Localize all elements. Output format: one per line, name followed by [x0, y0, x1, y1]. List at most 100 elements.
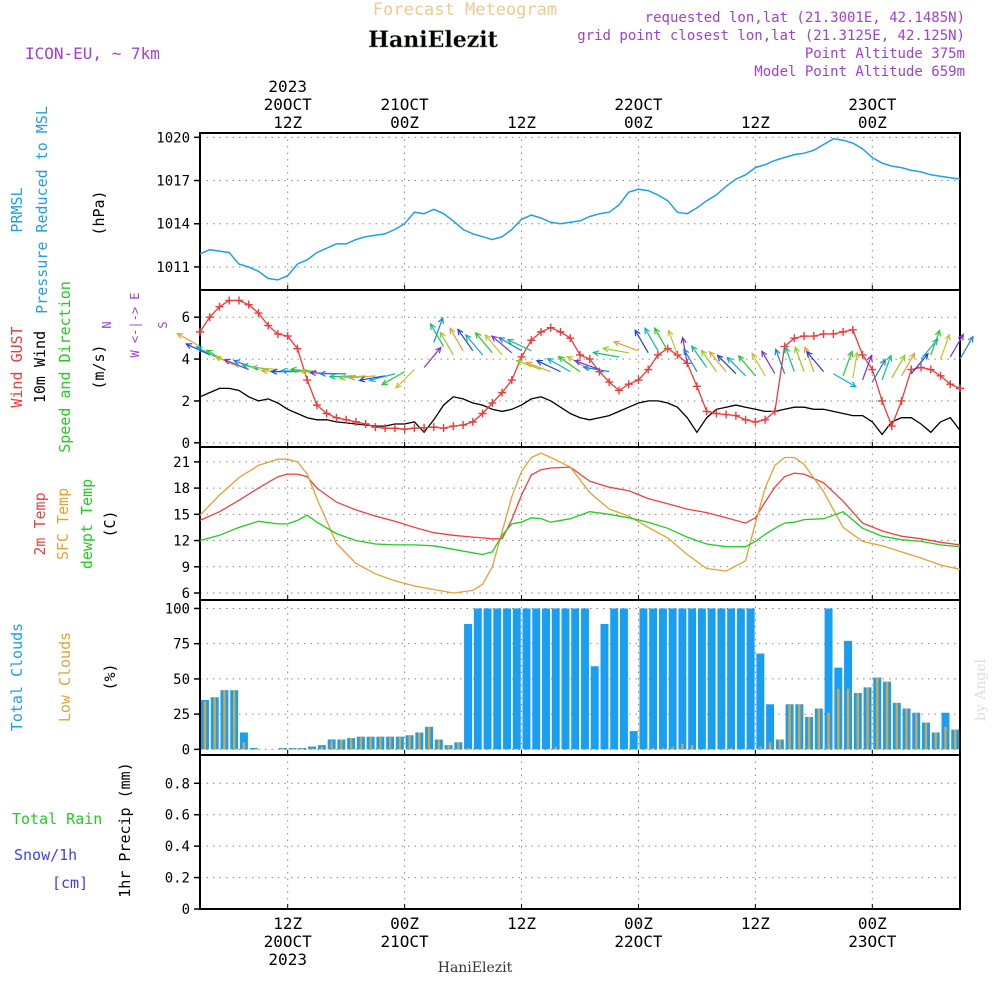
- gust-marker: [556, 327, 565, 336]
- wind-arrow-head: [279, 367, 287, 375]
- total-cloud-bar: [503, 608, 511, 750]
- gust-marker: [663, 344, 672, 353]
- total-cloud-bar: [619, 608, 628, 750]
- total-cloud-bar: [571, 608, 580, 750]
- cloud-unit: (%): [101, 663, 119, 690]
- low-cloud-bar: [651, 747, 655, 750]
- low-cloud-bar: [837, 688, 840, 750]
- wind-arrow: [574, 360, 600, 371]
- panel-frame: [199, 132, 961, 291]
- wind-arrow-head: [751, 352, 758, 360]
- y-tick-label: 0: [182, 436, 190, 452]
- wind-label-gust: Wind GUST: [8, 326, 26, 407]
- top-axis-label: 00Z: [624, 113, 653, 132]
- wind-arrow: [833, 373, 857, 388]
- wind-arrow: [339, 375, 366, 379]
- wind-arrow: [439, 332, 454, 356]
- wind-arrow-head: [557, 355, 565, 363]
- wind-arrow-head: [849, 381, 858, 388]
- pressure-label-msl: Pressure Reduced to MSL: [33, 106, 51, 314]
- y-tick-label: 0: [182, 742, 190, 758]
- total-cloud-bar: [493, 608, 502, 750]
- wind-arrow-head: [794, 345, 800, 354]
- y-tick-label: 1017: [156, 174, 190, 190]
- low-cloud-bar: [905, 708, 908, 750]
- gust-marker: [507, 376, 516, 385]
- wind-arrow-head: [368, 376, 376, 383]
- precip-label-total: Total Rain: [12, 810, 102, 828]
- wind-arrow-head: [232, 359, 241, 366]
- wind-arrow: [251, 366, 279, 371]
- wind-arrow: [536, 360, 561, 373]
- low-cloud-bar: [310, 747, 314, 750]
- total-cloud-bar: [688, 608, 697, 750]
- panel-frame: [199, 754, 961, 910]
- temp-sfc-line: [199, 452, 961, 594]
- wind-arrow-head: [680, 336, 687, 344]
- wind-arrow: [603, 347, 629, 354]
- wind-arrow-head: [176, 332, 184, 339]
- total-cloud-bar: [610, 608, 619, 750]
- product-title: Forecast Meteogram: [373, 0, 557, 20]
- gust-marker: [692, 382, 701, 391]
- gust-marker: [887, 422, 896, 431]
- total-cloud-bar: [464, 623, 473, 750]
- station-title: HaniElezit: [368, 27, 498, 53]
- gust-marker: [410, 424, 419, 433]
- wind-arrow-head: [270, 368, 278, 375]
- wind-arrow-head: [592, 350, 600, 357]
- wind-arrow: [369, 373, 396, 382]
- wind-arrow: [806, 351, 825, 373]
- panel-frame: [199, 446, 961, 601]
- wind-arrow-head: [683, 347, 690, 356]
- wind-arrow: [593, 351, 620, 358]
- y-tick-label: 1011: [156, 260, 190, 276]
- low-cloud-bar: [759, 746, 762, 750]
- wind-arrow-head: [490, 335, 498, 342]
- wind-arrow-head: [394, 382, 402, 389]
- watermark: by Angel: [973, 658, 989, 721]
- y-tick-label: 100: [165, 601, 190, 617]
- gust-marker: [926, 365, 935, 374]
- gust-marker: [800, 332, 809, 341]
- compass-rose: N W <-|-> E S: [100, 292, 170, 357]
- gust-marker: [917, 363, 926, 372]
- top-axis-label: 2023: [268, 77, 307, 96]
- low-cloud-bar: [369, 736, 372, 750]
- gust-marker: [585, 355, 594, 364]
- wind-arrow-head: [880, 358, 886, 366]
- total-cloud-bar: [483, 608, 492, 750]
- gust-marker: [702, 407, 711, 416]
- total-cloud-bar: [561, 608, 570, 750]
- gust-marker: [790, 334, 799, 343]
- wind-arrow-head: [932, 338, 939, 346]
- wind-arrow-head: [944, 333, 951, 341]
- total-cloud-bar: [649, 608, 658, 750]
- wind-arrow-head: [934, 329, 941, 337]
- wind-arrow: [862, 355, 873, 381]
- cloud-label-low: Low Clouds: [56, 632, 74, 722]
- top-axis-label: 12Z: [741, 113, 770, 132]
- y-tick-label: 6: [182, 310, 190, 326]
- gust-marker: [361, 419, 370, 428]
- y-tick-label: 50: [173, 672, 190, 688]
- gust-marker: [878, 396, 887, 405]
- wind-arrow: [430, 323, 445, 347]
- gust-marker: [614, 386, 623, 395]
- low-cloud-bar: [681, 743, 684, 750]
- wind-arrow-head: [435, 346, 442, 354]
- top-axis-label: 23OCT: [848, 95, 897, 114]
- top-axis-label: 00Z: [390, 113, 419, 132]
- gust-marker: [829, 329, 838, 338]
- total-cloud-bar: [756, 653, 765, 750]
- y-tick-label: 0.8: [165, 776, 190, 792]
- panel-frame-group: 0 2 4 6: [182, 289, 961, 452]
- wind-arrow: [930, 330, 941, 356]
- low-cloud-bar: [388, 736, 392, 750]
- wind-arrow-head: [716, 354, 724, 362]
- gust-marker: [897, 396, 906, 405]
- low-cloud-bar: [301, 747, 304, 750]
- gust-marker: [868, 365, 877, 374]
- gust-marker: [498, 388, 507, 397]
- low-cloud-bar: [788, 704, 791, 750]
